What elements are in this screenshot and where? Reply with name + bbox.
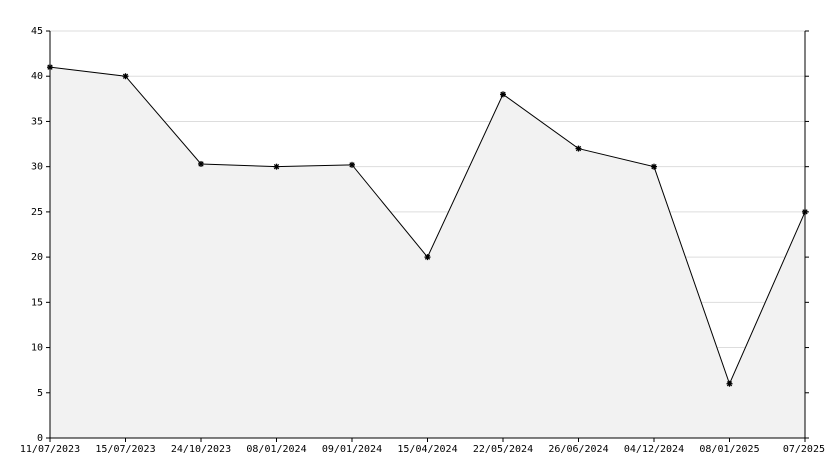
x-tick-label: 11/07/2023 [20,444,80,455]
y-tick-label: 35 [31,116,43,127]
marker-stroke [349,162,355,168]
y-tick-label: 45 [31,26,43,37]
y-tick-label: 15 [31,297,43,308]
marker [500,91,506,98]
x-tick-label: 26/06/2024 [548,444,608,455]
x-tick-label: 24/10/2023 [171,444,231,455]
marker-stroke [122,73,129,79]
marker-stroke [198,161,204,167]
x-tick-label: 15/07/2023 [95,444,155,455]
x-tick-label: 09/01/2024 [322,444,382,455]
x-tick-label: 15/04/2024 [397,444,457,455]
marker [122,73,129,80]
x-tick-label: 08/01/2024 [246,444,306,455]
y-tick-label: 10 [31,343,43,354]
marker-stroke [273,164,280,170]
marker [349,161,355,168]
y-tick-label: 0 [37,433,43,444]
x-tick-label: 08/01/2025 [699,444,759,455]
y-tick-label: 20 [31,252,43,263]
y-tick-label: 30 [31,162,43,173]
marker-stroke [575,145,582,152]
marker-stroke [651,164,657,170]
marker [273,163,280,170]
marker [198,160,204,167]
x-tick-label: 07/2025 [783,444,825,455]
marker [651,163,657,170]
x-tick-label: 04/12/2024 [624,444,684,455]
marker-stroke [424,254,431,260]
marker-stroke [500,91,506,97]
y-tick-label: 25 [31,207,43,218]
area [50,67,805,438]
marker [575,145,582,152]
marker [424,254,431,261]
marker-stroke [726,381,733,387]
marker [726,380,733,387]
y-tick-label: 5 [37,388,43,399]
y-tick-label: 40 [31,71,43,82]
x-tick-label: 22/05/2024 [473,444,533,455]
